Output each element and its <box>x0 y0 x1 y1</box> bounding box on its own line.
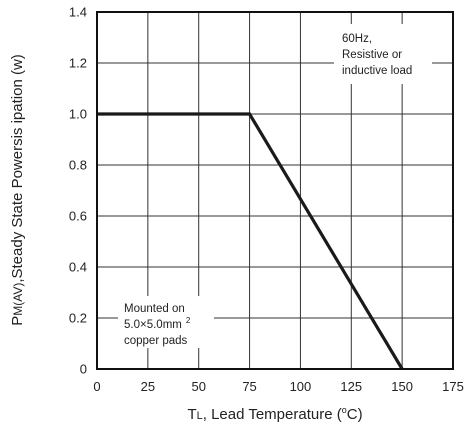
x-tick-label: 25 <box>141 379 155 394</box>
x-tick-label: 150 <box>391 379 413 394</box>
x-tick-label: 100 <box>290 379 312 394</box>
y-tick-label: 0.8 <box>69 158 87 173</box>
y-tick-label: 0.2 <box>69 311 87 326</box>
y-tick-labels: 0 0.2 0.4 0.6 0.8 1.0 1.2 1.4 <box>69 5 87 377</box>
x-tick-label: 0 <box>93 379 100 394</box>
annotation-mounting: Mounted on 5.0×5.0mm 2 copper pads <box>118 296 214 348</box>
y-tick-label: 0.6 <box>69 209 87 224</box>
annotation-line-3: inductive load <box>342 65 412 77</box>
annotation-mount-line-3: copper pads <box>124 335 188 347</box>
annotation-mount-line-1: Mounted on <box>124 303 185 315</box>
x-axis-title: TL, Lead Temperature (oC) <box>187 405 362 423</box>
y-tick-label: 0.4 <box>69 260 87 275</box>
y-tick-label: 1.0 <box>69 107 87 122</box>
x-tick-label: 175 <box>442 379 464 394</box>
annotation-line-2: Resistive or <box>342 49 402 61</box>
y-axis-title: PM(AV),Steady State Powersis ipation (w) <box>9 54 26 326</box>
y-tick-label: 0 <box>80 362 87 377</box>
y-tick-label: 1.2 <box>69 56 87 71</box>
y-tick-label: 1.4 <box>69 5 87 20</box>
x-tick-label: 50 <box>191 379 205 394</box>
x-tick-labels: 0 25 50 75 100 125 150 175 <box>93 379 463 394</box>
annotation-line-1: 60Hz, <box>342 33 372 45</box>
derating-curve <box>97 112 404 370</box>
annotation-mount-line-2: 5.0×5.0mm 2 <box>124 316 191 331</box>
series-layer <box>97 112 404 370</box>
x-tick-label: 125 <box>340 379 362 394</box>
annotation-load-condition: 60Hz, Resistive or inductive load <box>334 24 432 84</box>
plot-frame <box>96 11 454 370</box>
x-tick-label: 75 <box>242 379 256 394</box>
